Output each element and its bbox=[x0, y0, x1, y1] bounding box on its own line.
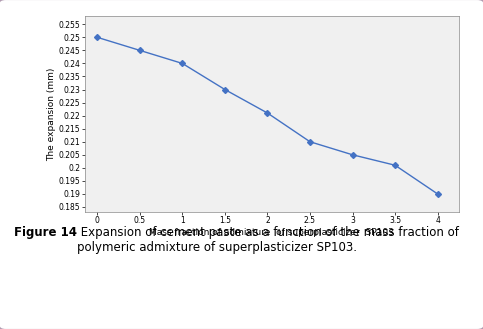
Text: Figure 14: Figure 14 bbox=[14, 226, 77, 239]
Y-axis label: The expansion (mm): The expansion (mm) bbox=[47, 68, 56, 161]
X-axis label: Mass fraction of admixture  of superplasticizer  SP103: Mass fraction of admixture of superplast… bbox=[149, 228, 394, 237]
Text: Expansion of cement paste as a function of the mass fraction of polymeric admixt: Expansion of cement paste as a function … bbox=[77, 226, 459, 254]
